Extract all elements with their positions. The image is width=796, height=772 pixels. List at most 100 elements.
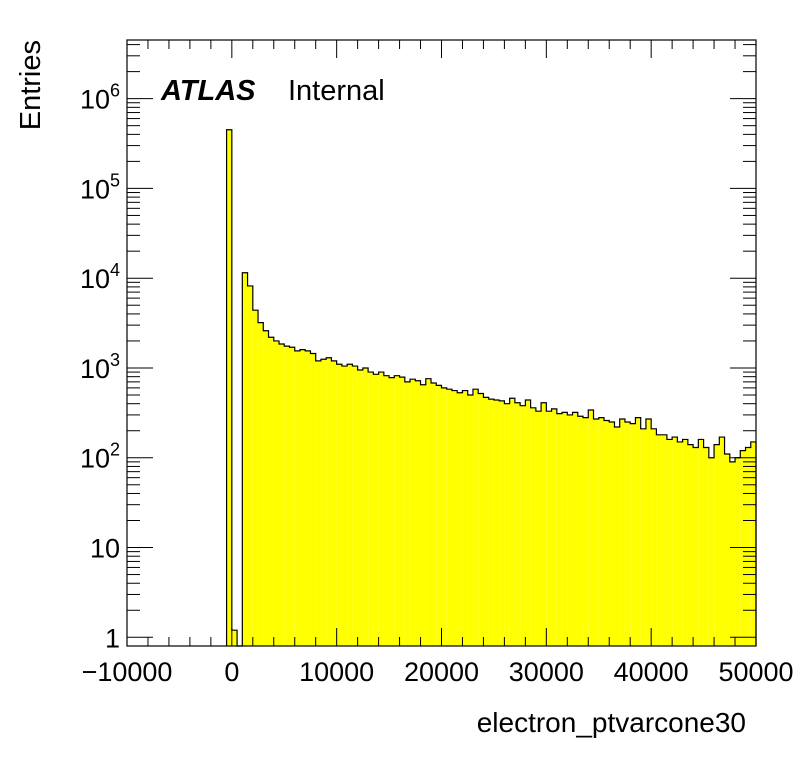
histogram-bar <box>609 422 615 646</box>
plot-frame <box>126 39 757 647</box>
histogram-bar <box>368 372 374 646</box>
histogram-bar <box>352 366 358 646</box>
histogram-bar <box>556 413 563 646</box>
histogram-bar <box>635 417 641 646</box>
histogram-bar <box>724 454 730 646</box>
histogram-bar <box>446 389 452 646</box>
histogram-bar <box>546 411 552 646</box>
histogram-bar <box>598 417 604 646</box>
histogram-bar <box>719 437 725 646</box>
histogram-bar <box>714 444 720 646</box>
histogram-bar <box>383 375 390 646</box>
histogram-bar <box>462 390 468 646</box>
histogram-bar <box>394 375 400 646</box>
histogram-bar <box>740 450 746 646</box>
histogram-bar <box>488 399 494 646</box>
x-tick-label: 20000 <box>404 657 479 687</box>
histogram-bar <box>525 399 531 646</box>
histogram-bar <box>698 439 704 646</box>
histogram-bar <box>284 346 290 646</box>
histogram-bar <box>331 360 337 646</box>
histogram-bar <box>661 434 667 646</box>
histogram-bar <box>577 416 584 646</box>
histogram-bar <box>389 377 395 646</box>
histogram-bar <box>708 457 715 646</box>
x-tick-label: 0 <box>224 657 239 687</box>
histogram-bar <box>541 402 547 646</box>
histogram-bar <box>294 350 300 646</box>
histogram-bar <box>672 437 678 646</box>
histogram-bar <box>289 347 295 646</box>
histogram-bar <box>656 434 662 646</box>
y-axis-label: Entries <box>15 40 47 130</box>
atlas-sublabel: Internal <box>288 75 385 107</box>
histogram-bar <box>750 441 756 646</box>
histogram-bar <box>436 385 442 646</box>
histogram-bar <box>614 427 620 646</box>
histogram-bar <box>603 420 610 646</box>
histogram-bar <box>693 447 699 646</box>
histogram-bar <box>619 419 625 646</box>
histogram-outline <box>225 129 757 647</box>
histogram-bar <box>467 394 473 646</box>
histogram-bar <box>357 369 363 646</box>
histogram-bar <box>483 397 489 646</box>
histogram-bar <box>263 330 269 646</box>
x-axis-label: electron_ptvarcone30 <box>477 707 746 738</box>
histogram-bar <box>431 383 437 646</box>
y-tick-label: 106 <box>80 81 120 115</box>
histogram-bar <box>677 441 683 646</box>
histogram-bar <box>651 428 657 646</box>
histogram-bar <box>457 392 463 646</box>
histogram-bar <box>645 419 652 646</box>
histogram-bar <box>258 322 264 646</box>
histogram-bar <box>551 408 557 646</box>
histogram-bar <box>336 364 342 646</box>
histogram-bar <box>630 423 636 646</box>
histogram-bar <box>624 422 631 646</box>
y-tick-label: 102 <box>80 440 120 474</box>
histogram-bar <box>299 349 306 646</box>
histogram-bars <box>226 129 756 647</box>
histogram-bar <box>588 410 594 646</box>
histogram-bar <box>242 272 248 646</box>
histogram-bar <box>420 384 426 646</box>
histogram-bar <box>378 372 384 646</box>
histogram-bar <box>478 393 484 646</box>
histogram-bar <box>273 340 280 646</box>
histogram-bar <box>415 380 421 646</box>
x-tick-label: 30000 <box>509 657 584 687</box>
histogram-bar <box>572 412 578 646</box>
histogram-bar <box>640 428 646 646</box>
histogram-bar <box>514 402 521 646</box>
y-tick-label: 10 <box>90 534 120 564</box>
histogram-bar <box>562 412 568 646</box>
y-tick-label: 1 <box>105 623 120 653</box>
x-tick-label: 40000 <box>614 657 689 687</box>
histogram-bar <box>451 390 458 646</box>
histogram-bar <box>315 360 321 646</box>
histogram-bar <box>231 630 238 646</box>
histogram-bar <box>745 447 751 646</box>
histogram-bar <box>347 364 353 646</box>
histogram-bar <box>404 381 411 646</box>
histogram-bar <box>472 389 479 646</box>
histogram-bar <box>567 414 573 646</box>
histogram-bar <box>252 310 259 646</box>
histogram-bar <box>362 367 369 646</box>
histogram-bar <box>687 444 694 646</box>
histogram-bar <box>410 379 416 646</box>
histogram-bar <box>666 439 673 646</box>
histogram-bar <box>320 359 327 646</box>
histogram-bar <box>425 378 432 646</box>
x-tick-label: 50000 <box>718 657 793 687</box>
histogram-bar <box>326 357 332 646</box>
histogram-bar <box>520 405 526 646</box>
histogram-bar <box>305 350 311 646</box>
y-tick-label: 105 <box>80 170 120 204</box>
histogram-bar <box>735 457 741 646</box>
histogram-bar <box>530 407 536 646</box>
histogram-bar <box>583 417 589 646</box>
histogram-bar <box>729 461 736 646</box>
